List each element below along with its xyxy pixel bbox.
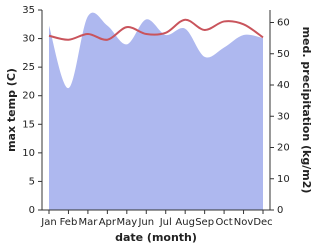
y2-tick-label: 10 [277, 174, 290, 185]
x-tick-label: Mar [78, 217, 98, 228]
y2-tick-label: 20 [277, 143, 290, 154]
x-tick-label: Dec [253, 217, 272, 228]
y2-tick-label: 0 [277, 205, 283, 216]
y2-tick-label: 40 [277, 80, 290, 91]
temperature-line [48, 18, 264, 41]
y2-tick-label: 30 [277, 111, 290, 122]
x-tick-label: Sep [195, 217, 214, 228]
x-tick-label: Feb [60, 217, 78, 228]
x-axis-title: date (month) [115, 231, 197, 244]
x-tick-label: Aug [175, 217, 195, 228]
x-tick-label: Apr [99, 217, 117, 228]
y-tick-label: 25 [22, 62, 35, 73]
y2-tick-label: 50 [277, 49, 290, 60]
x-tick-label: Jan [40, 217, 56, 228]
y2-tick-label: 60 [277, 18, 290, 29]
precipitation-area [49, 12, 263, 210]
x-tick-label: Jun [137, 217, 154, 228]
x-tick-label: Oct [215, 217, 232, 228]
y-tick-label: 20 [22, 91, 35, 102]
y-axis-title: max temp (C) [5, 68, 18, 152]
x-tick-label: Nov [234, 217, 254, 228]
x-tick-label: May [116, 217, 137, 228]
x-tick-label: Jul [159, 217, 172, 228]
y-tick-label: 30 [22, 34, 35, 45]
y-tick-label: 10 [22, 148, 35, 159]
y-tick-label: 35 [22, 5, 35, 16]
y-tick-label: 15 [22, 119, 35, 130]
y-tick-label: 5 [29, 176, 35, 187]
y-tick-label: 0 [29, 205, 35, 216]
y2-axis-title: med. precipitation (kg/m2) [300, 27, 313, 194]
